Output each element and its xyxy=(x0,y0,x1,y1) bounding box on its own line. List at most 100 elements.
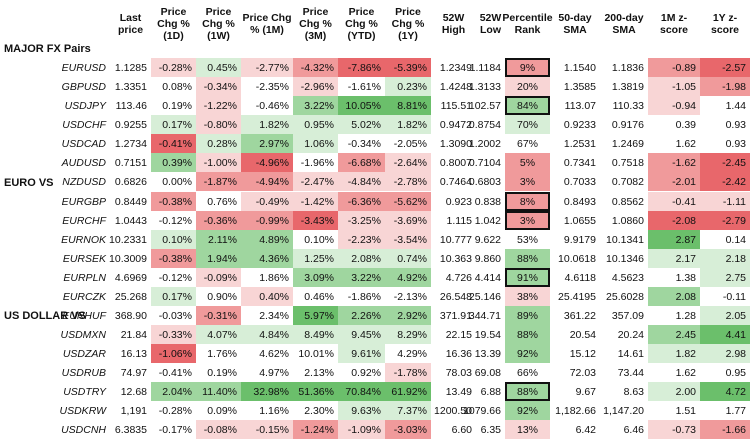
table-cell: 12.68 xyxy=(110,382,151,401)
table-cell: 0.7151 xyxy=(110,153,151,172)
currency-pair: EURSEK xyxy=(62,252,106,265)
column-header: Last price xyxy=(117,12,144,36)
table-cell: 2.75 xyxy=(700,268,750,287)
table-cell: -2.08 xyxy=(648,211,700,230)
section-title: US DOLLAR VS xyxy=(4,310,86,322)
table-cell: 2.05 xyxy=(700,306,750,325)
table-cell: 0.17% xyxy=(151,115,196,134)
column-header: Price Chg % (1M) xyxy=(242,12,292,36)
section-title: EURO VS xyxy=(4,177,54,189)
table-cell: 1.28 xyxy=(648,306,700,325)
table-cell: 0.09% xyxy=(196,401,241,420)
table-cell: 1.0443 xyxy=(110,211,151,230)
table-cell: 0.08% xyxy=(151,77,196,96)
table-cell: 0.40% xyxy=(241,287,293,306)
table-cell: 4.6969 xyxy=(110,268,151,287)
table-cell: 66% xyxy=(505,363,550,382)
column-header: Price Chg % (YTD) xyxy=(345,6,378,42)
table-cell: 1.62 xyxy=(648,134,700,153)
table-cell: -2.64% xyxy=(385,153,431,172)
table-cell: 6.60 xyxy=(431,420,476,439)
table-cell: 1.06% xyxy=(293,134,338,153)
table-cell: -1.24% xyxy=(293,420,338,439)
table-cell: 1.82% xyxy=(241,115,293,134)
table-cell: 9.860 xyxy=(475,249,505,268)
table-cell: 357.09 xyxy=(600,306,648,325)
currency-pair: USDCHF xyxy=(62,118,106,131)
table-cell: 5% xyxy=(505,153,550,172)
table-cell: 10.05% xyxy=(338,96,385,115)
table-cell: 0.8493 xyxy=(550,192,600,211)
table-cell: -0.49% xyxy=(241,192,293,211)
table-cell: 13.39 xyxy=(475,344,505,363)
table-cell: 3.22% xyxy=(338,268,385,287)
table-cell: 10.0618 xyxy=(550,249,600,268)
table-cell: -2.42 xyxy=(700,172,750,191)
table-cell: 0.7082 xyxy=(600,172,648,191)
table-cell: -1.06% xyxy=(151,344,196,363)
table-cell: 0.17% xyxy=(151,287,196,306)
table-cell: -0.41% xyxy=(151,134,196,153)
table-cell: 25.146 xyxy=(469,287,505,306)
table-cell: 0.9233 xyxy=(550,115,600,134)
table-cell: 0.10% xyxy=(293,230,338,249)
table-cell: -2.57 xyxy=(700,58,750,77)
table-cell: -1.42% xyxy=(293,192,338,211)
table-cell: 61.92% xyxy=(385,382,431,401)
table-cell: 0.74% xyxy=(385,249,431,268)
table-cell: 4.72 xyxy=(700,382,750,401)
section-title: MAJOR FX Pairs xyxy=(4,43,91,55)
table-cell: 0.92% xyxy=(338,363,385,382)
table-cell: 1.2531 xyxy=(550,134,600,153)
table-cell: 89% xyxy=(505,306,550,325)
table-cell: 5.97% xyxy=(293,306,338,325)
table-cell: 9% xyxy=(505,58,550,77)
table-cell: 88% xyxy=(505,325,550,344)
table-cell: 8.29% xyxy=(385,325,431,344)
table-cell: -1.61% xyxy=(338,77,385,96)
table-cell: 1.042 xyxy=(475,211,505,230)
table-cell: 1,182.66 xyxy=(550,401,600,420)
table-cell: 88% xyxy=(505,249,550,268)
table-cell: 4.07% xyxy=(196,325,241,344)
table-cell: -0.36% xyxy=(196,211,241,230)
table-cell: 1.77 xyxy=(700,401,750,420)
table-cell: -2.79 xyxy=(700,211,750,230)
table-cell: -4.96% xyxy=(241,153,293,172)
table-cell: 10.363 xyxy=(431,249,476,268)
table-cell: 20% xyxy=(505,77,550,96)
table-cell: -0.17% xyxy=(151,420,196,439)
table-cell: -5.39% xyxy=(385,58,431,77)
table-cell: 2.45 xyxy=(648,325,700,344)
table-cell: -0.38% xyxy=(151,249,196,268)
table-cell: 1.2734 xyxy=(110,134,151,153)
table-cell: 0.19% xyxy=(151,96,196,115)
table-cell: 1.94% xyxy=(196,249,241,268)
currency-pair: NZDUSD xyxy=(62,175,106,188)
currency-pair: USDCAD xyxy=(61,137,106,150)
table-cell: 0.7033 xyxy=(550,172,600,191)
table-cell: 70.84% xyxy=(338,382,385,401)
table-cell: 19.54 xyxy=(475,325,505,344)
table-cell: -0.34% xyxy=(338,134,385,153)
table-cell: 4.41 xyxy=(700,325,750,344)
table-cell: -0.41 xyxy=(648,192,700,211)
currency-pair: EURNOK xyxy=(61,233,106,246)
table-cell: 102.57 xyxy=(469,96,505,115)
column-header: Price Chg % (1D) xyxy=(157,6,190,42)
table-cell: 3% xyxy=(505,211,550,230)
table-cell: 92% xyxy=(505,401,550,420)
table-cell: 4.84% xyxy=(241,325,293,344)
table-cell: -3.43% xyxy=(293,211,338,230)
currency-pair: USDRUB xyxy=(61,366,106,379)
table-cell: 1.16% xyxy=(241,401,293,420)
currency-pair: EURUSD xyxy=(61,61,106,74)
table-cell: 3% xyxy=(505,172,550,191)
table-cell: 1.0860 xyxy=(600,211,648,230)
table-cell: 51.36% xyxy=(293,382,338,401)
table-cell: 8.63 xyxy=(600,382,648,401)
table-cell: 1079.66 xyxy=(463,401,505,420)
table-cell: 0.76% xyxy=(196,192,241,211)
table-cell: -2.13% xyxy=(385,287,431,306)
